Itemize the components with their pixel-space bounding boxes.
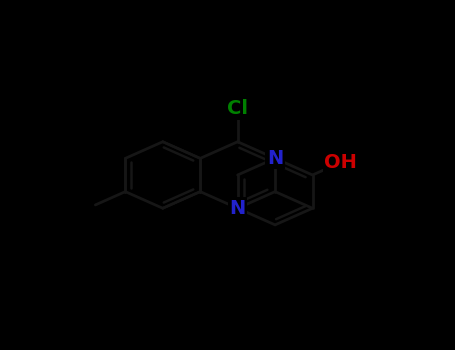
Text: Cl: Cl	[227, 99, 248, 118]
Text: N: N	[229, 199, 246, 218]
Text: OH: OH	[324, 153, 357, 172]
Text: N: N	[267, 149, 283, 168]
